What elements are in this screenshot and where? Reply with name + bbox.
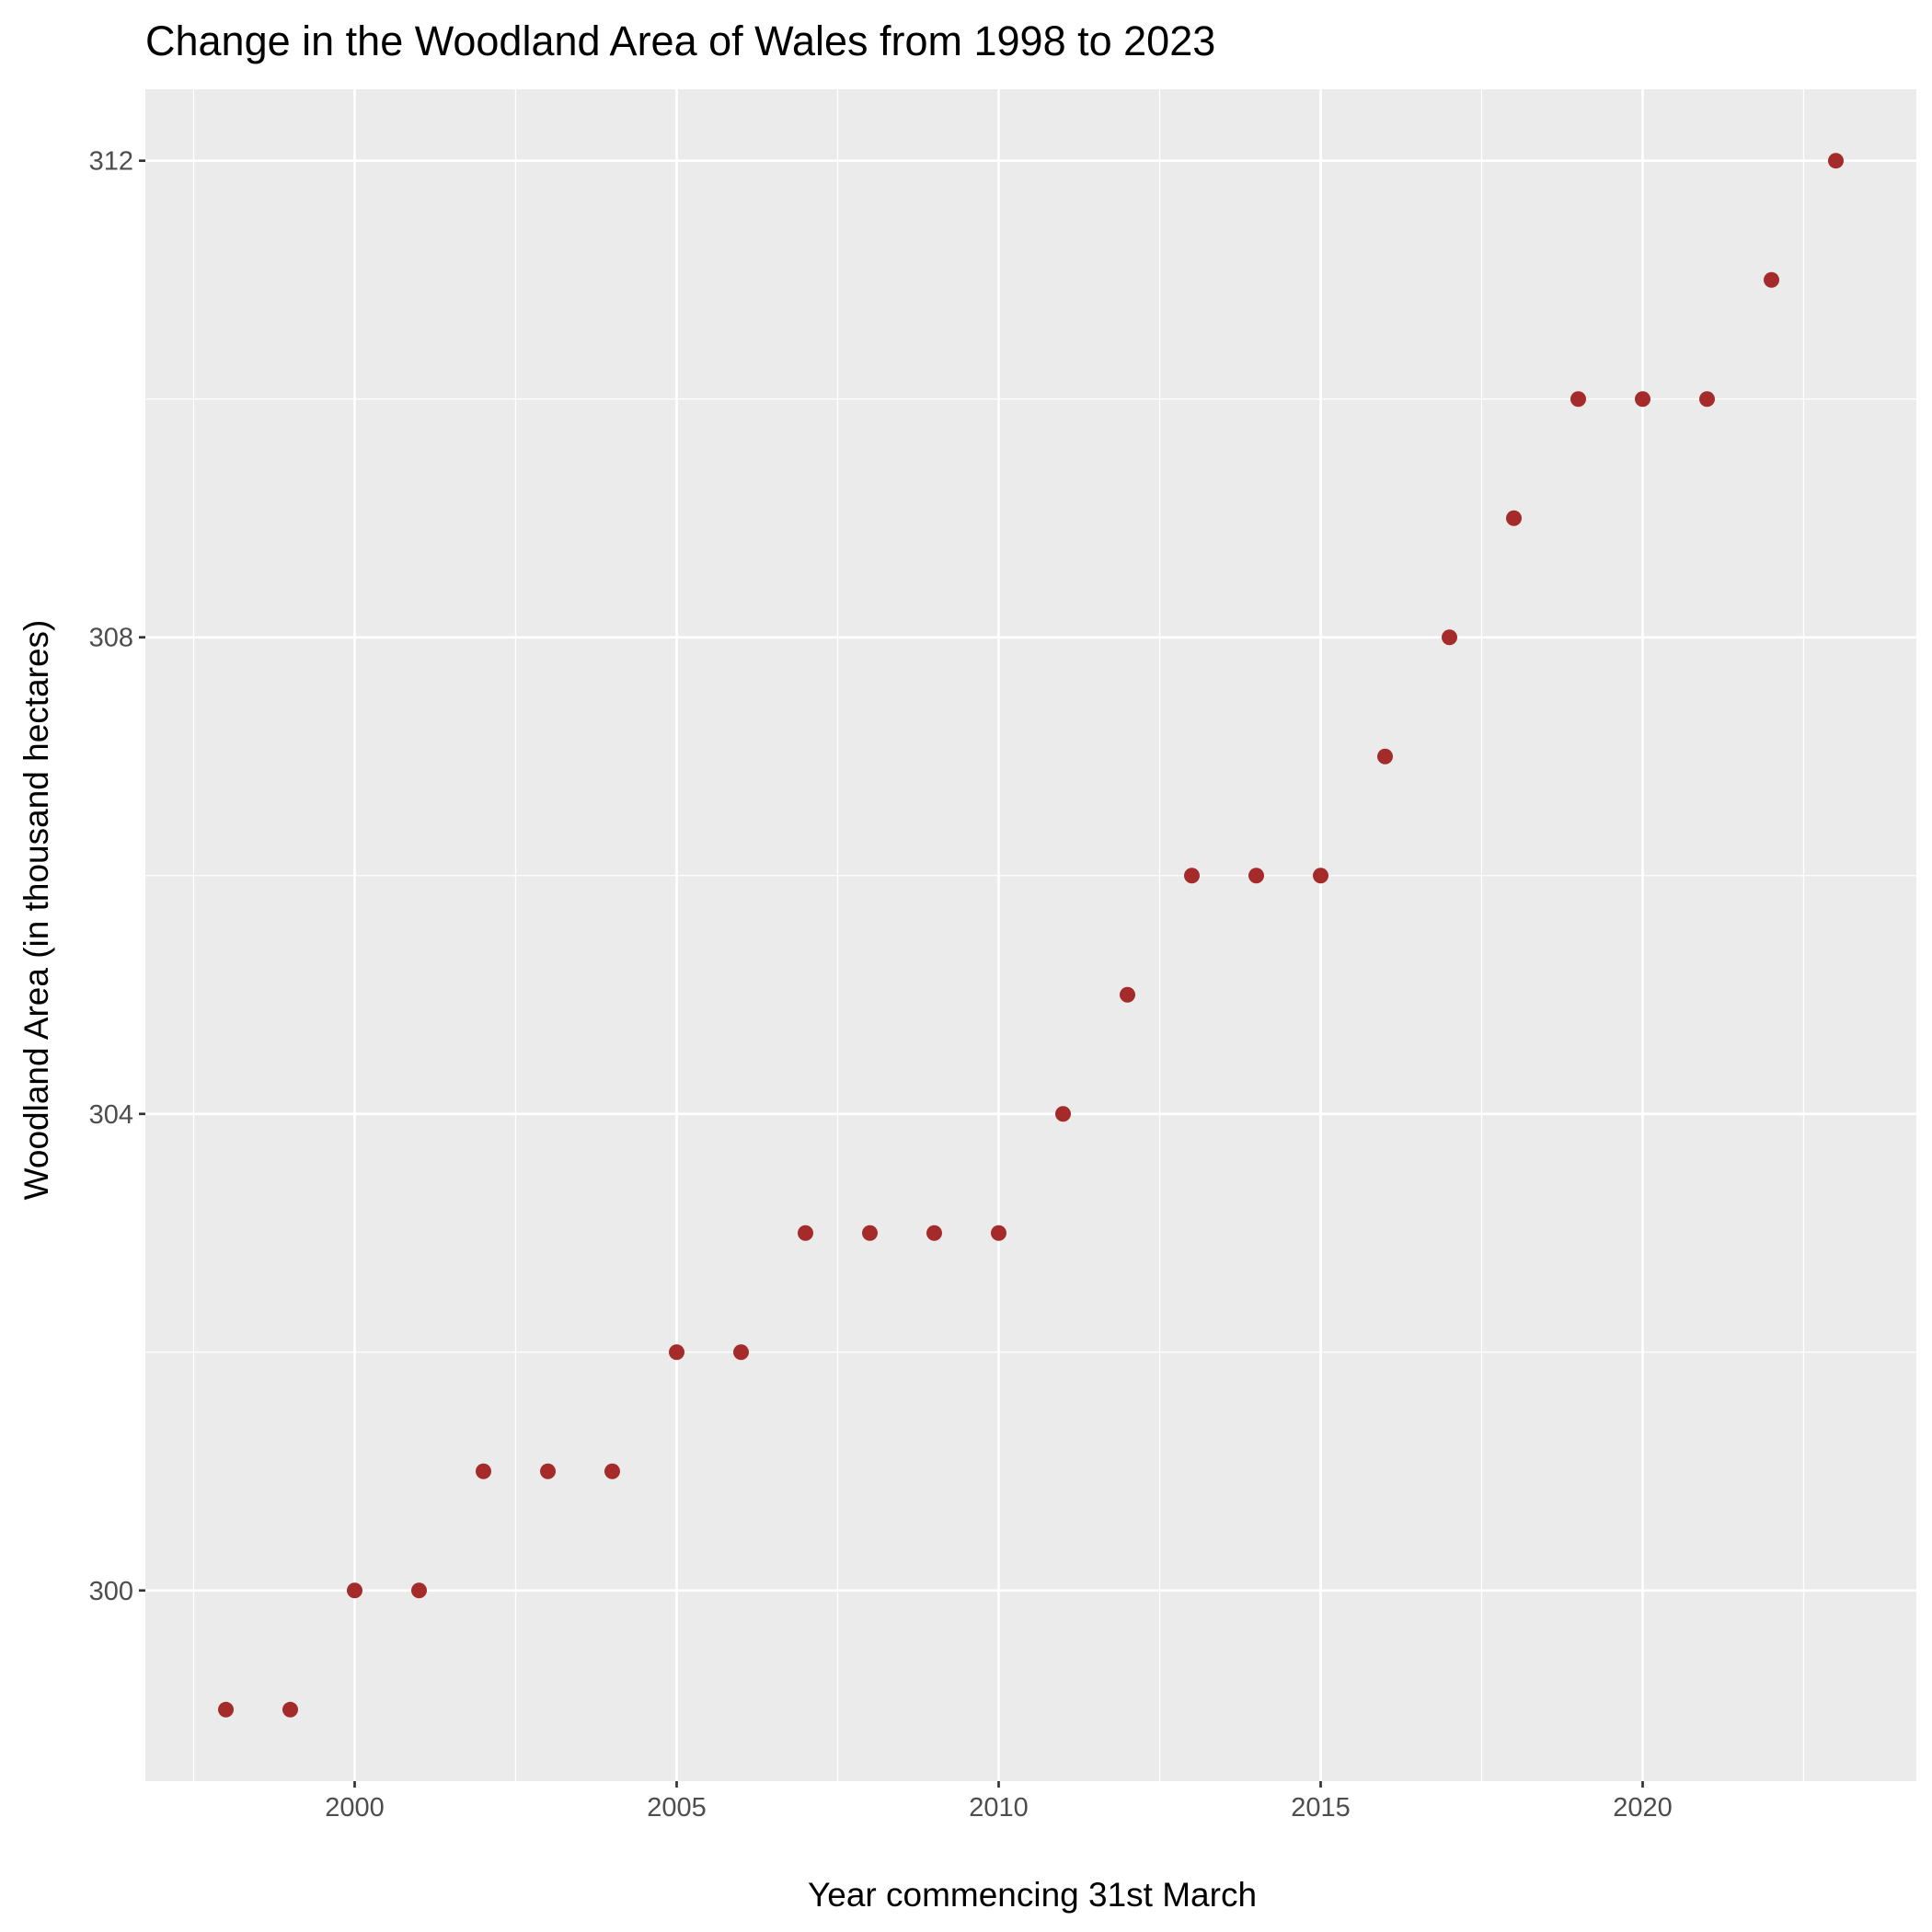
data-point xyxy=(1764,271,1779,288)
data-point xyxy=(733,1344,749,1361)
data-point xyxy=(1828,153,1844,169)
y-tick-label: 300 xyxy=(89,1577,133,1606)
chart-title: Change in the Woodland Area of Wales fro… xyxy=(145,17,1215,64)
data-point xyxy=(1377,748,1393,765)
y-tick-label: 312 xyxy=(89,147,133,177)
minor-gridlines xyxy=(145,89,1916,1781)
data-point xyxy=(347,1582,362,1599)
data-points xyxy=(218,153,1844,1718)
data-point xyxy=(926,1225,942,1241)
data-point xyxy=(798,1225,813,1241)
data-point xyxy=(282,1701,298,1718)
data-point xyxy=(604,1463,620,1479)
data-point xyxy=(862,1225,878,1241)
data-point xyxy=(540,1463,556,1479)
x-axis-title: Year commencing 31st March xyxy=(808,1876,1257,1914)
x-tick-label: 2000 xyxy=(325,1793,385,1823)
data-point xyxy=(476,1463,491,1479)
data-point xyxy=(1506,510,1522,526)
data-point xyxy=(1313,868,1328,884)
x-tick-label: 2005 xyxy=(647,1793,707,1823)
data-point xyxy=(1055,1106,1071,1122)
data-point xyxy=(1570,391,1586,408)
data-point xyxy=(1635,391,1650,408)
data-point xyxy=(1120,986,1135,1003)
data-point xyxy=(1699,391,1715,408)
y-axis-title: Woodland Area (in thousand hectares) xyxy=(17,620,55,1201)
data-point xyxy=(1442,629,1457,646)
data-point xyxy=(411,1582,427,1599)
y-tick-label: 308 xyxy=(89,624,133,653)
y-axis-ticks: 300 304 308 312 xyxy=(89,147,145,1606)
data-point xyxy=(218,1701,234,1718)
x-tick-label: 2015 xyxy=(1291,1793,1351,1823)
data-point xyxy=(1184,868,1200,884)
data-point xyxy=(669,1344,684,1361)
data-point xyxy=(1248,868,1264,884)
x-tick-label: 2010 xyxy=(969,1793,1029,1823)
x-tick-label: 2020 xyxy=(1613,1793,1673,1823)
y-tick-label: 304 xyxy=(89,1100,133,1130)
major-gridlines xyxy=(145,89,1916,1781)
plot-panel xyxy=(145,89,1916,1781)
x-axis-ticks: 2000 2005 2010 2015 2020 xyxy=(325,1781,1673,1823)
data-point xyxy=(991,1225,1006,1241)
